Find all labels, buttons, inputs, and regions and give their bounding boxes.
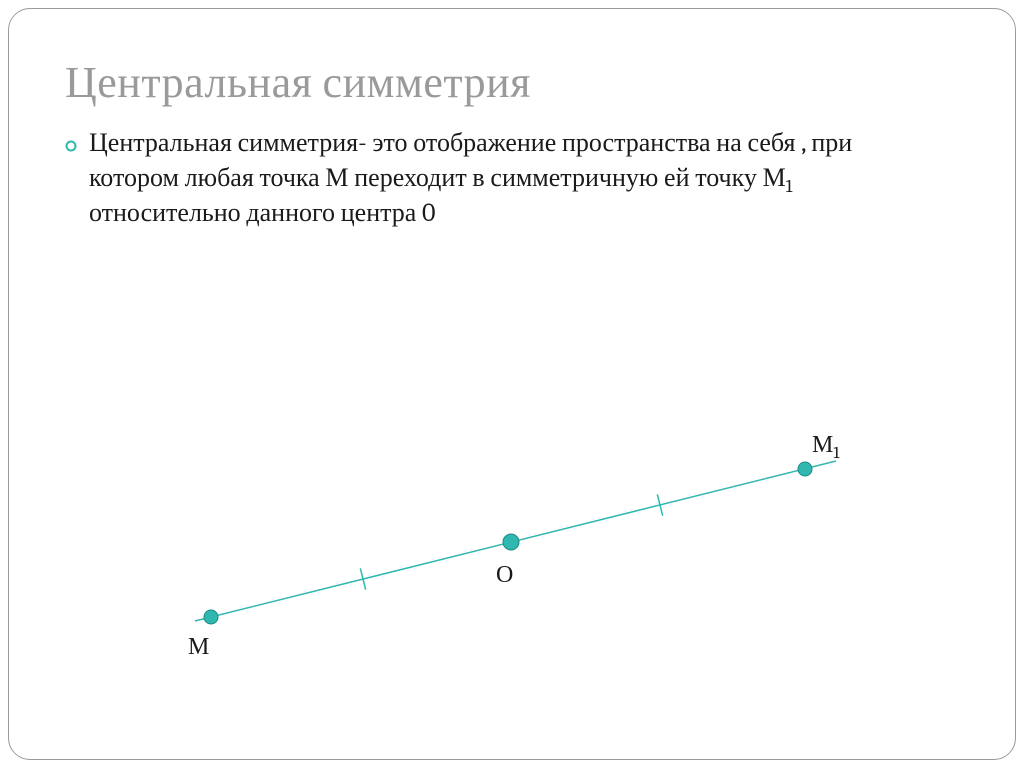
definition-sub: 1 [786, 176, 793, 197]
definition-text: Центральная симметрия- это отображение п… [89, 126, 905, 231]
point-label-o: О [496, 560, 513, 589]
page-title: Центральная симметрия [65, 57, 959, 108]
point-label-m: М [188, 632, 209, 661]
definition-block: Центральная симметрия- это отображение п… [65, 126, 905, 231]
point-label-m1: М1 [812, 430, 839, 459]
bullet-icon [65, 140, 77, 152]
definition-part2: относительно данного центра 0 [89, 198, 436, 228]
definition-part1: Центральная симметрия- это отображение п… [89, 128, 852, 193]
